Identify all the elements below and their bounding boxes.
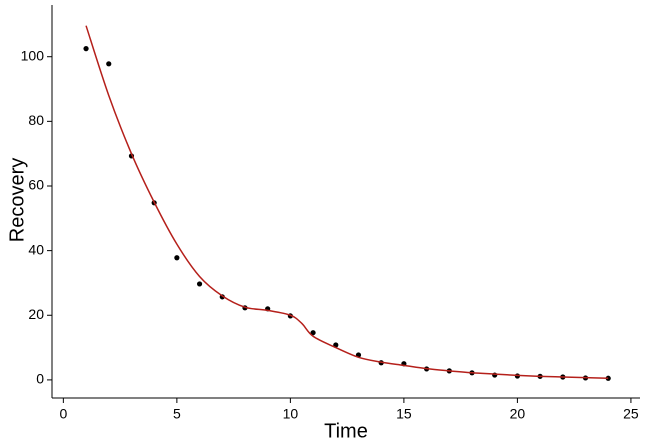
x-tick-label: 10 xyxy=(283,406,299,422)
fit-line xyxy=(85,25,609,380)
x-axis-title: Time xyxy=(324,420,368,442)
data-point xyxy=(174,255,180,261)
data-point xyxy=(106,61,112,67)
x-tick-label: 0 xyxy=(59,406,67,422)
data-point xyxy=(196,281,203,287)
y-tick-label: 20 xyxy=(28,306,44,322)
y-tick-label: 80 xyxy=(28,112,44,128)
data-point xyxy=(83,46,89,52)
y-tick-label: 0 xyxy=(36,371,44,387)
data-point xyxy=(310,330,316,336)
x-tick-label: 25 xyxy=(623,406,639,422)
x-tick-label: 5 xyxy=(173,406,181,422)
x-tick-label: 15 xyxy=(396,406,412,422)
x-tick-label: 20 xyxy=(510,406,526,422)
y-tick-label: 60 xyxy=(28,177,44,193)
y-tick-label: 100 xyxy=(21,47,45,63)
y-tick-label: 40 xyxy=(28,241,44,257)
y-axis-title: Recovery xyxy=(6,158,28,242)
